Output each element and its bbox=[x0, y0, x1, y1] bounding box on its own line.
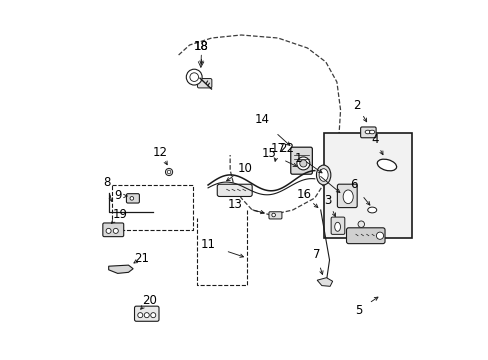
Text: 11: 11 bbox=[200, 239, 215, 252]
Circle shape bbox=[130, 197, 133, 200]
Text: 17: 17 bbox=[270, 141, 285, 154]
Text: 5: 5 bbox=[355, 303, 362, 316]
Circle shape bbox=[167, 170, 170, 174]
Ellipse shape bbox=[316, 165, 330, 185]
FancyBboxPatch shape bbox=[330, 217, 344, 234]
FancyBboxPatch shape bbox=[134, 306, 159, 321]
Circle shape bbox=[150, 312, 156, 318]
Circle shape bbox=[189, 73, 198, 81]
FancyBboxPatch shape bbox=[346, 228, 384, 244]
Text: 19: 19 bbox=[112, 208, 127, 221]
Text: 14: 14 bbox=[254, 113, 269, 126]
Circle shape bbox=[271, 213, 275, 217]
FancyBboxPatch shape bbox=[197, 78, 211, 88]
Text: 9: 9 bbox=[114, 189, 121, 202]
FancyBboxPatch shape bbox=[290, 147, 312, 174]
FancyBboxPatch shape bbox=[102, 223, 123, 237]
Ellipse shape bbox=[369, 130, 374, 134]
Text: 8: 8 bbox=[103, 175, 111, 189]
Bar bbox=[323, 133, 411, 238]
Text: 15: 15 bbox=[261, 147, 276, 159]
Text: 20: 20 bbox=[142, 293, 156, 306]
Circle shape bbox=[186, 69, 202, 85]
Circle shape bbox=[165, 168, 172, 176]
Circle shape bbox=[299, 160, 306, 167]
Ellipse shape bbox=[377, 159, 396, 171]
Text: 4: 4 bbox=[371, 134, 378, 147]
Polygon shape bbox=[108, 265, 133, 273]
Circle shape bbox=[296, 157, 309, 170]
Ellipse shape bbox=[365, 130, 370, 134]
Ellipse shape bbox=[334, 222, 340, 231]
Text: 1: 1 bbox=[294, 152, 302, 165]
Text: 21: 21 bbox=[134, 252, 149, 265]
Circle shape bbox=[106, 228, 111, 233]
FancyBboxPatch shape bbox=[126, 194, 139, 203]
FancyBboxPatch shape bbox=[268, 212, 282, 219]
Circle shape bbox=[138, 312, 142, 318]
Text: 2: 2 bbox=[352, 99, 360, 112]
Text: 6: 6 bbox=[349, 179, 357, 192]
Ellipse shape bbox=[319, 169, 327, 181]
Text: 13: 13 bbox=[227, 198, 242, 211]
Text: 18: 18 bbox=[194, 40, 208, 54]
Text: 12: 12 bbox=[152, 145, 167, 158]
FancyBboxPatch shape bbox=[217, 184, 252, 197]
Text: 22: 22 bbox=[279, 141, 294, 154]
Circle shape bbox=[376, 232, 383, 239]
Text: 18: 18 bbox=[194, 40, 208, 54]
Ellipse shape bbox=[343, 190, 352, 204]
Text: 7: 7 bbox=[312, 248, 319, 261]
Text: 16: 16 bbox=[296, 189, 311, 202]
Polygon shape bbox=[317, 278, 332, 286]
Circle shape bbox=[357, 221, 364, 228]
Circle shape bbox=[113, 228, 118, 233]
Circle shape bbox=[144, 312, 149, 318]
Text: 10: 10 bbox=[237, 162, 252, 175]
FancyBboxPatch shape bbox=[337, 184, 356, 208]
FancyBboxPatch shape bbox=[360, 127, 375, 138]
Ellipse shape bbox=[367, 207, 376, 213]
Text: 3: 3 bbox=[324, 194, 331, 207]
